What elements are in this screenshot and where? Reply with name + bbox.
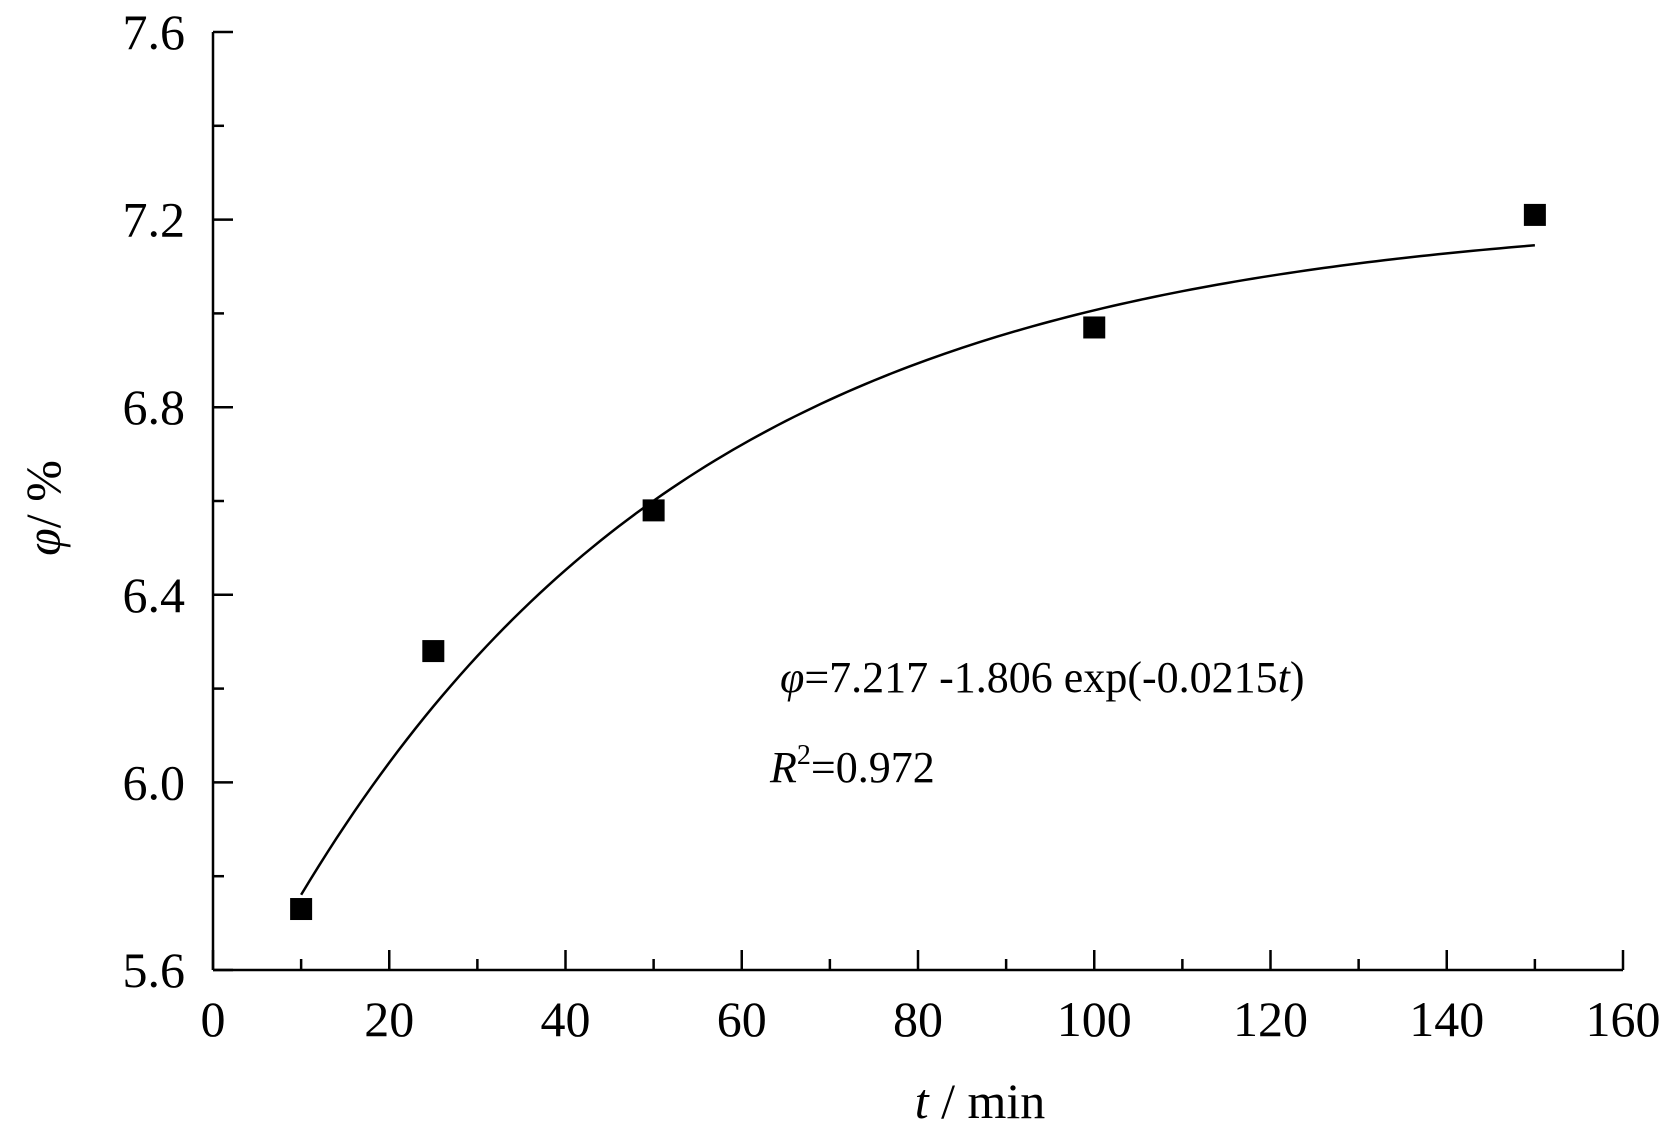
x-tick-label: 40 <box>541 991 591 1047</box>
data-point <box>642 499 665 522</box>
y-axis-title: φ/ % <box>15 460 71 556</box>
x-tick-label: 60 <box>717 991 767 1047</box>
ticks <box>211 30 1625 972</box>
y-tick-label: 5.6 <box>123 942 186 998</box>
data-point <box>1083 316 1106 339</box>
x-tick-label: 20 <box>364 991 414 1047</box>
x-axis-unit: / min <box>929 1073 1046 1129</box>
r2-value: =0.972 <box>811 743 935 792</box>
y-axis-var: φ <box>15 528 71 556</box>
x-tick-label: 120 <box>1233 991 1308 1047</box>
y-tick-label: 6.0 <box>123 754 186 810</box>
y-tick-label: 7.6 <box>123 4 186 60</box>
y-tick-label: 6.4 <box>123 567 186 623</box>
tick-labels: 0 20 40 60 80 100 120 140 160 5.6 6.0 6.4 6.8 7.2 7.6 <box>123 4 1661 1047</box>
x-tick-label: 0 <box>201 991 226 1047</box>
equation-var-phi: φ <box>780 653 804 702</box>
x-tick-label: 140 <box>1409 991 1484 1047</box>
data-point <box>1523 203 1546 226</box>
x-axis-var: t <box>915 1073 930 1129</box>
data-markers <box>290 203 1546 921</box>
data-point <box>422 640 445 663</box>
equation-body: =7.217 -1.806 exp(-0.0215 <box>804 653 1277 702</box>
x-axis-title: t / min <box>915 1073 1046 1129</box>
x-tick-label: 100 <box>1057 991 1132 1047</box>
equation-annotation: φ=7.217 -1.806 exp(-0.0215t) <box>780 653 1305 702</box>
data-point <box>290 898 313 921</box>
equation-close: ) <box>1290 653 1305 702</box>
r2-annotation: R2=0.972 <box>769 740 935 792</box>
x-tick-label: 80 <box>893 991 943 1047</box>
equation-var-t: t <box>1278 653 1292 702</box>
y-tick-label: 7.2 <box>123 192 186 248</box>
x-tick-label: 160 <box>1586 991 1661 1047</box>
y-axis-unit: / % <box>15 460 71 528</box>
fit-curve <box>300 244 1535 896</box>
axes <box>211 32 1623 972</box>
r2-sup: 2 <box>797 740 811 771</box>
y-tick-label: 6.8 <box>123 379 186 435</box>
r2-var: R <box>769 743 797 792</box>
